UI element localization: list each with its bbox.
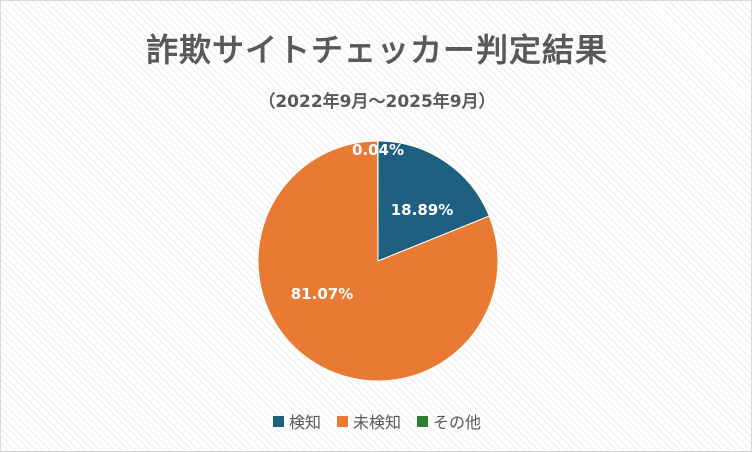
legend-label-undetected: 未検知 [353,409,401,433]
legend-item-other: その他 [417,409,481,433]
legend-swatch-undetected [337,416,348,427]
legend-label-detected: 検知 [289,409,321,433]
legend-swatch-other [417,416,428,427]
legend-item-detected: 検知 [273,409,321,433]
legend-item-undetected: 未検知 [337,409,401,433]
legend-label-other: その他 [433,409,481,433]
legend: 検知 未検知 その他 [1,409,752,433]
data-label-undetected: 81.07% [291,285,353,303]
data-label-detected: 18.89% [391,201,453,219]
data-label-other: 0.04% [352,141,404,159]
legend-swatch-detected [273,416,284,427]
